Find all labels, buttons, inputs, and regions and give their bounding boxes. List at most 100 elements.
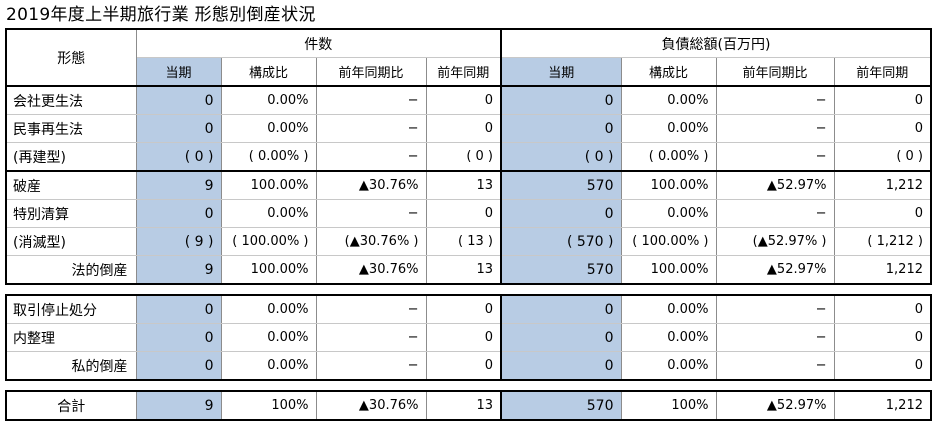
debt-prev: 0 [833,351,932,381]
count-prev: 0 [425,323,502,352]
count-yoy: ▲30.76% [315,255,427,285]
table-row-total: 合計 9 100% ▲30.76% 13 570 100% ▲52.97% 1,… [5,390,932,421]
debt-yoy: ▲52.97% [715,390,835,421]
header-count-prev: 前年同期 [425,57,502,87]
count-ratio: 0.00% [220,351,317,381]
count-current: 0 [135,114,222,143]
count-current: ( 0 ) [135,142,222,172]
count-current: 0 [135,199,222,228]
page-title: 2019年度上半期旅行業 形態別倒産状況 [6,5,316,25]
row-label: (再建型) [5,142,137,172]
debt-yoy: (▲52.97% ) [715,227,835,256]
debt-ratio: 0.00% [620,199,717,228]
count-prev: 13 [425,390,502,421]
debt-prev: ( 0 ) [833,142,932,172]
count-yoy: − [315,323,427,352]
table-row: 会社更生法 0 0.00% − 0 0 0.00% − 0 [5,85,932,115]
header-debt-prev: 前年同期 [833,57,932,87]
table-row-subtotal: 私的倒産 0 0.00% − 0 0 0.00% − 0 [5,351,932,381]
debt-prev: 0 [833,199,932,228]
debt-yoy: ▲52.97% [715,170,835,200]
row-label: 合計 [5,390,137,421]
count-yoy: ▲30.76% [315,170,427,200]
debt-prev: 0 [833,114,932,143]
debt-prev: ( 1,212 ) [833,227,932,256]
debt-ratio: 0.00% [620,85,717,115]
header-count-yoy: 前年同期比 [315,57,427,87]
debt-ratio: 100.00% [620,170,717,200]
count-prev: 0 [425,199,502,228]
table-row: (再建型) ( 0 ) ( 0.00% ) − ( 0 ) ( 0 ) ( 0.… [5,142,932,172]
debt-prev: 0 [833,294,932,324]
debt-ratio: ( 100.00% ) [620,227,717,256]
debt-current: 0 [500,114,622,143]
debt-prev: 1,212 [833,255,932,285]
header-debt-yoy: 前年同期比 [715,57,835,87]
count-yoy: ▲30.76% [315,390,427,421]
count-prev: ( 13 ) [425,227,502,256]
header-count-current: 当期 [135,57,222,87]
debt-current: 0 [500,85,622,115]
debt-current: ( 0 ) [500,142,622,172]
count-yoy: − [315,142,427,172]
debt-ratio: 0.00% [620,323,717,352]
row-label: 特別清算 [5,199,137,228]
table-row: 特別清算 0 0.00% − 0 0 0.00% − 0 [5,199,932,228]
debt-current: 570 [500,255,622,285]
debt-current: 570 [500,390,622,421]
count-yoy: − [315,294,427,324]
count-ratio: 0.00% [220,114,317,143]
debt-ratio: 0.00% [620,351,717,381]
debt-ratio: 0.00% [620,114,717,143]
row-label: 取引停止処分 [5,294,137,324]
count-prev: 13 [425,255,502,285]
count-prev: 13 [425,170,502,200]
header-debt-current: 当期 [500,57,622,87]
count-yoy: − [315,199,427,228]
count-prev: ( 0 ) [425,142,502,172]
header-form: 形態 [5,28,137,87]
debt-yoy: − [715,142,835,172]
debt-yoy: − [715,294,835,324]
count-current: 0 [135,323,222,352]
table-separator [6,379,931,392]
debt-current: 0 [500,323,622,352]
count-ratio: 0.00% [220,199,317,228]
debt-prev: 0 [833,85,932,115]
count-current: 9 [135,390,222,421]
row-label: 内整理 [5,323,137,352]
count-current: 9 [135,255,222,285]
count-yoy: (▲30.76% ) [315,227,427,256]
table-row: 内整理 0 0.00% − 0 0 0.00% − 0 [5,323,932,352]
row-label: 破産 [5,170,137,200]
count-ratio: 0.00% [220,294,317,324]
header-debt-group: 負債総額(百万円) [500,28,932,58]
table-row: 民事再生法 0 0.00% − 0 0 0.00% − 0 [5,114,932,143]
count-prev: 0 [425,351,502,381]
debt-ratio: ( 0.00% ) [620,142,717,172]
table-row: 取引停止処分 0 0.00% − 0 0 0.00% − 0 [5,294,932,324]
debt-prev: 0 [833,323,932,352]
debt-yoy: − [715,114,835,143]
count-ratio: 0.00% [220,85,317,115]
count-ratio: 100.00% [220,255,317,285]
debt-prev: 1,212 [833,390,932,421]
debt-current: 570 [500,170,622,200]
separator-cell [6,283,931,296]
count-current: 0 [135,351,222,381]
count-yoy: − [315,114,427,143]
count-current: 0 [135,294,222,324]
table-row: 破産 9 100.00% ▲30.76% 13 570 100.00% ▲52.… [5,170,932,200]
count-ratio: 100.00% [220,170,317,200]
bankruptcy-table: 形態 件数 負債総額(百万円) 当期 構成比 前年同期比 前年同期 当期 構成比… [5,28,932,421]
debt-prev: 1,212 [833,170,932,200]
debt-yoy: ▲52.97% [715,255,835,285]
debt-ratio: 0.00% [620,294,717,324]
count-ratio: 0.00% [220,323,317,352]
header-count-group: 件数 [135,28,502,58]
debt-current: 0 [500,199,622,228]
debt-yoy: − [715,351,835,381]
count-prev: 0 [425,294,502,324]
count-ratio: ( 0.00% ) [220,142,317,172]
count-prev: 0 [425,114,502,143]
